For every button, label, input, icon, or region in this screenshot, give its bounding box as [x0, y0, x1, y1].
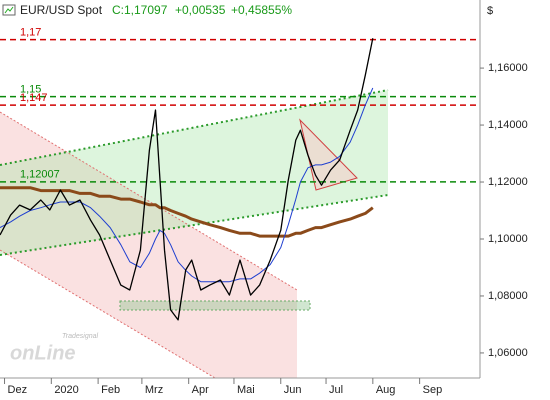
channel-line	[0, 111, 298, 291]
channel-line	[0, 194, 389, 256]
level-label: 1,147	[20, 92, 48, 104]
chart-icon	[4, 6, 14, 14]
x-tick-label: 2020	[54, 384, 78, 396]
x-tick-label: Aug	[376, 384, 396, 396]
level-label: 1,15	[20, 83, 41, 95]
x-tick-label: Jun	[284, 384, 302, 396]
x-tick-label: Sep	[423, 384, 443, 396]
x-tick-label: Mai	[237, 384, 255, 396]
y-tick-label: 1,06000	[488, 347, 528, 359]
x-tick-label: Apr	[192, 384, 209, 396]
y-tick-label: 1,14000	[488, 119, 528, 131]
logo: Tradesignal	[62, 333, 99, 340]
y-tick-label: 1,10000	[488, 233, 528, 245]
instrument: EUR/USD Spot	[20, 3, 103, 17]
support-zone	[119, 300, 311, 311]
y-tick-label: 1,08000	[488, 290, 528, 302]
close: C:1,17097	[112, 3, 168, 17]
change-pct: +0,45855%	[231, 3, 292, 17]
x-tick-label: Mrz	[145, 384, 163, 396]
level-label: 1,12007	[20, 169, 60, 181]
change: +0,00535	[175, 3, 226, 17]
currency: $	[487, 5, 493, 17]
channel-line	[0, 89, 389, 166]
down-channel	[0, 112, 297, 378]
plot: 1,17 1,151,147 1,12007	[0, 27, 480, 321]
y-tick-label: 1,16000	[488, 62, 528, 74]
x-tick-label: Dez	[8, 384, 28, 396]
channel-line	[0, 249, 216, 379]
series-line	[0, 87, 374, 283]
x-tick-label: Feb	[101, 384, 120, 396]
x-tick-label: Jul	[329, 384, 343, 396]
level-label: 1,17	[20, 27, 41, 39]
logo: onLine	[10, 342, 76, 364]
series-line	[0, 186, 374, 238]
series-line	[0, 38, 374, 321]
y-tick-label: 1,12000	[488, 176, 528, 188]
